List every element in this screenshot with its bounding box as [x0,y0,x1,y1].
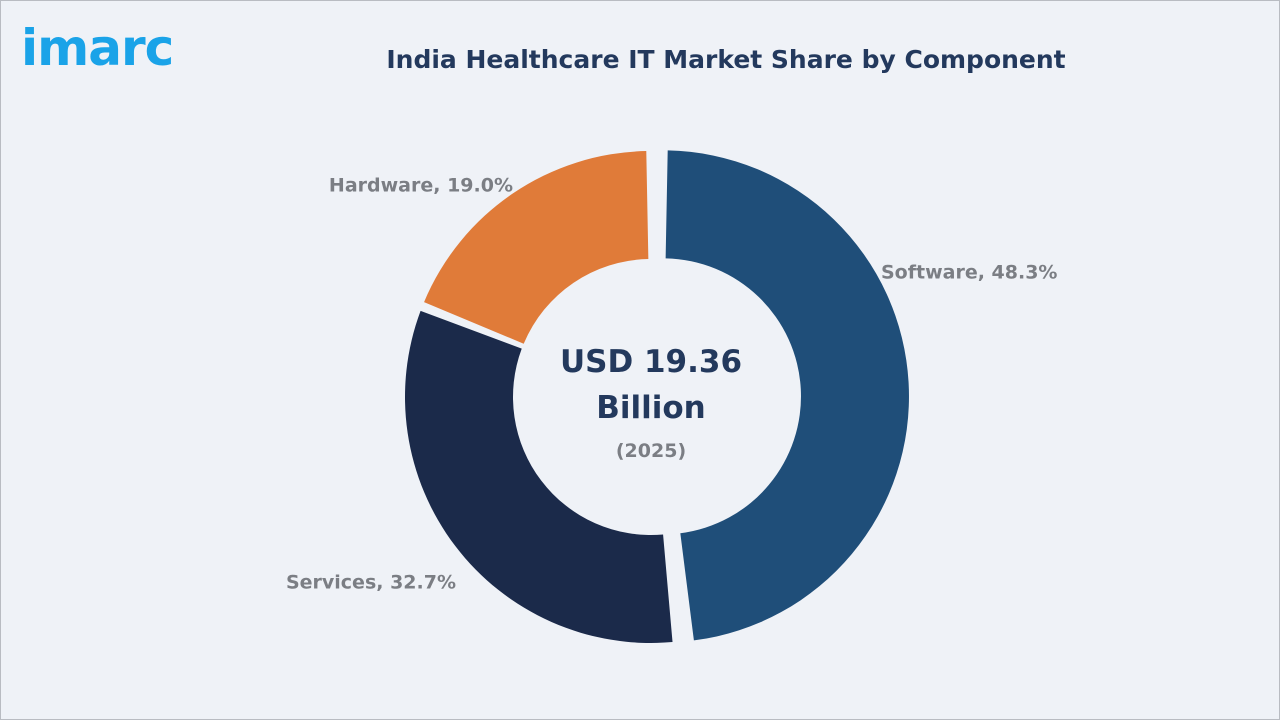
label-services: Services, 32.7% [286,572,456,594]
slice-software [665,150,909,641]
center-value: USD 19.36 [560,344,742,380]
center-unit: Billion [596,390,706,426]
center-year: (2025) [616,440,686,462]
slice-services [404,310,673,643]
slice-hardware [424,151,649,344]
label-software: Software, 48.3% [881,262,1057,284]
chart-title: India Healthcare IT Market Share by Comp… [386,45,1066,74]
label-hardware: Hardware, 19.0% [329,175,513,197]
imarc-logo: imarc [21,19,174,77]
